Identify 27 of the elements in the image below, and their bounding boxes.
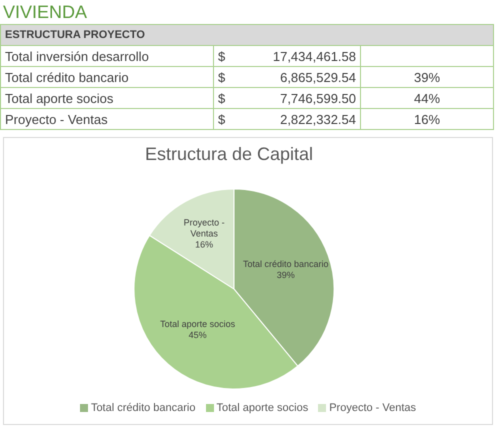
data-label: 6,865,529.54 bbox=[280, 70, 356, 84]
legend-label: Total aporte socios bbox=[216, 402, 308, 414]
data-label: 45% bbox=[188, 330, 207, 340]
text: $ bbox=[218, 90, 226, 106]
data-label: 16% bbox=[195, 240, 214, 250]
text: $ bbox=[218, 112, 226, 126]
data-label: 39% bbox=[361, 67, 494, 87]
category-label: Total inversión desarrollo bbox=[1, 46, 214, 66]
data-label: 44% bbox=[361, 88, 494, 108]
data-label: 16% bbox=[361, 109, 494, 129]
legend-label: Total crédito bancario bbox=[90, 402, 196, 414]
data-label: 39% bbox=[276, 270, 295, 280]
category-label: Total aporte socios bbox=[1, 88, 214, 108]
category-label: Proyecto - Ventas bbox=[1, 109, 214, 129]
legend-label: Proyecto - Ventas bbox=[329, 402, 416, 414]
data-label: 2,822,332.54 bbox=[280, 112, 356, 126]
text: $ bbox=[218, 48, 226, 64]
data-label: 7,746,599.50 bbox=[280, 90, 356, 106]
text: $ bbox=[218, 70, 226, 84]
category-label: Total crédito bancario bbox=[1, 67, 214, 87]
chart-title: Estructura de Capital bbox=[144, 144, 314, 164]
text: ESTRUCTURA PROYECTO bbox=[1, 25, 494, 46]
text: VIVIENDA bbox=[2, 1, 88, 24]
slice-label: Total aporte socios bbox=[160, 319, 236, 330]
slice-label: Proyecto - Ventas bbox=[184, 218, 225, 240]
data-label: 17,434,461.58 bbox=[272, 48, 356, 64]
slice-label: Total crédito bancario bbox=[242, 259, 329, 270]
